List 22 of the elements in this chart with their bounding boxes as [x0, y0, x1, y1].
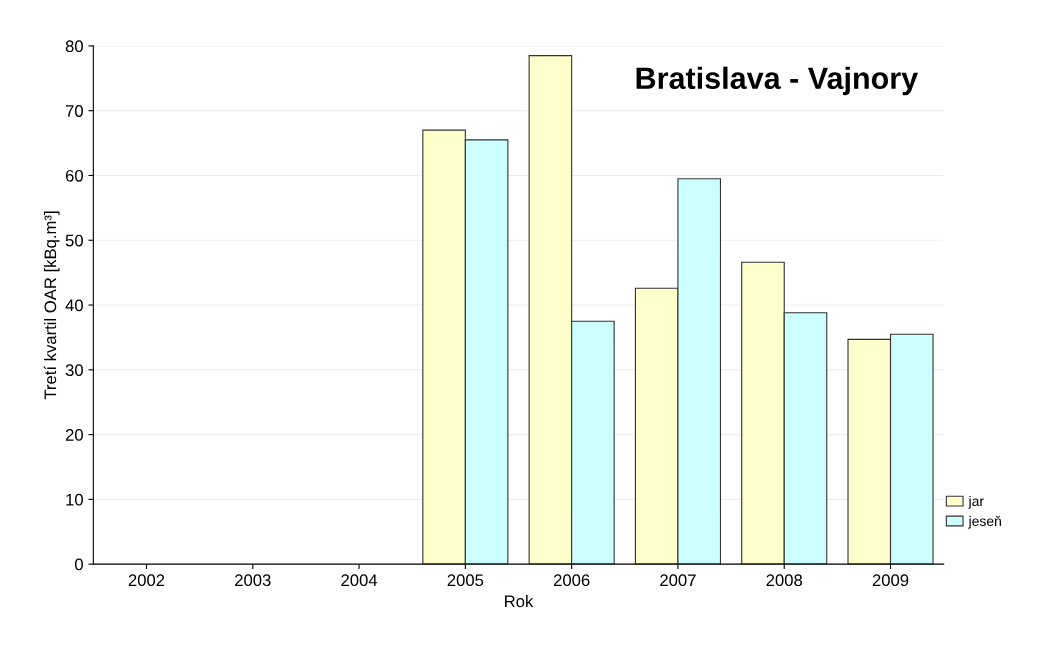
y-tick-label: 50 [65, 234, 83, 247]
y-tick-label: 60 [65, 169, 83, 182]
x-tick-label: 2002 [128, 574, 165, 587]
text: Bratislava - Vajnory [636, 66, 919, 96]
x-tick-label: 2004 [341, 574, 378, 587]
legend-label: jeseň [968, 515, 1001, 529]
y-tick-label: 40 [65, 299, 83, 312]
x-tick-label: 2007 [660, 574, 696, 587]
legend-label: jar [968, 495, 984, 509]
y-tick-label: 80 [65, 40, 83, 53]
x-tick-label: 2009 [872, 574, 909, 587]
x-tick-label: 2005 [447, 574, 484, 587]
y-tick-label: 10 [66, 493, 83, 506]
x-axis-title: Rok [505, 594, 534, 608]
x-tick-label: 2006 [553, 574, 590, 587]
x-tick-label: 2008 [766, 574, 803, 587]
y-tick-label: 20 [65, 429, 83, 441]
y-tick-label: 70 [65, 105, 83, 117]
y-axis-title: Tretí kvartil OAR [kBq.m³] [43, 211, 60, 400]
y-tick-label: 0 [74, 558, 83, 571]
x-tick-label: 2003 [235, 574, 271, 587]
y-tick-label: 30 [65, 364, 83, 377]
